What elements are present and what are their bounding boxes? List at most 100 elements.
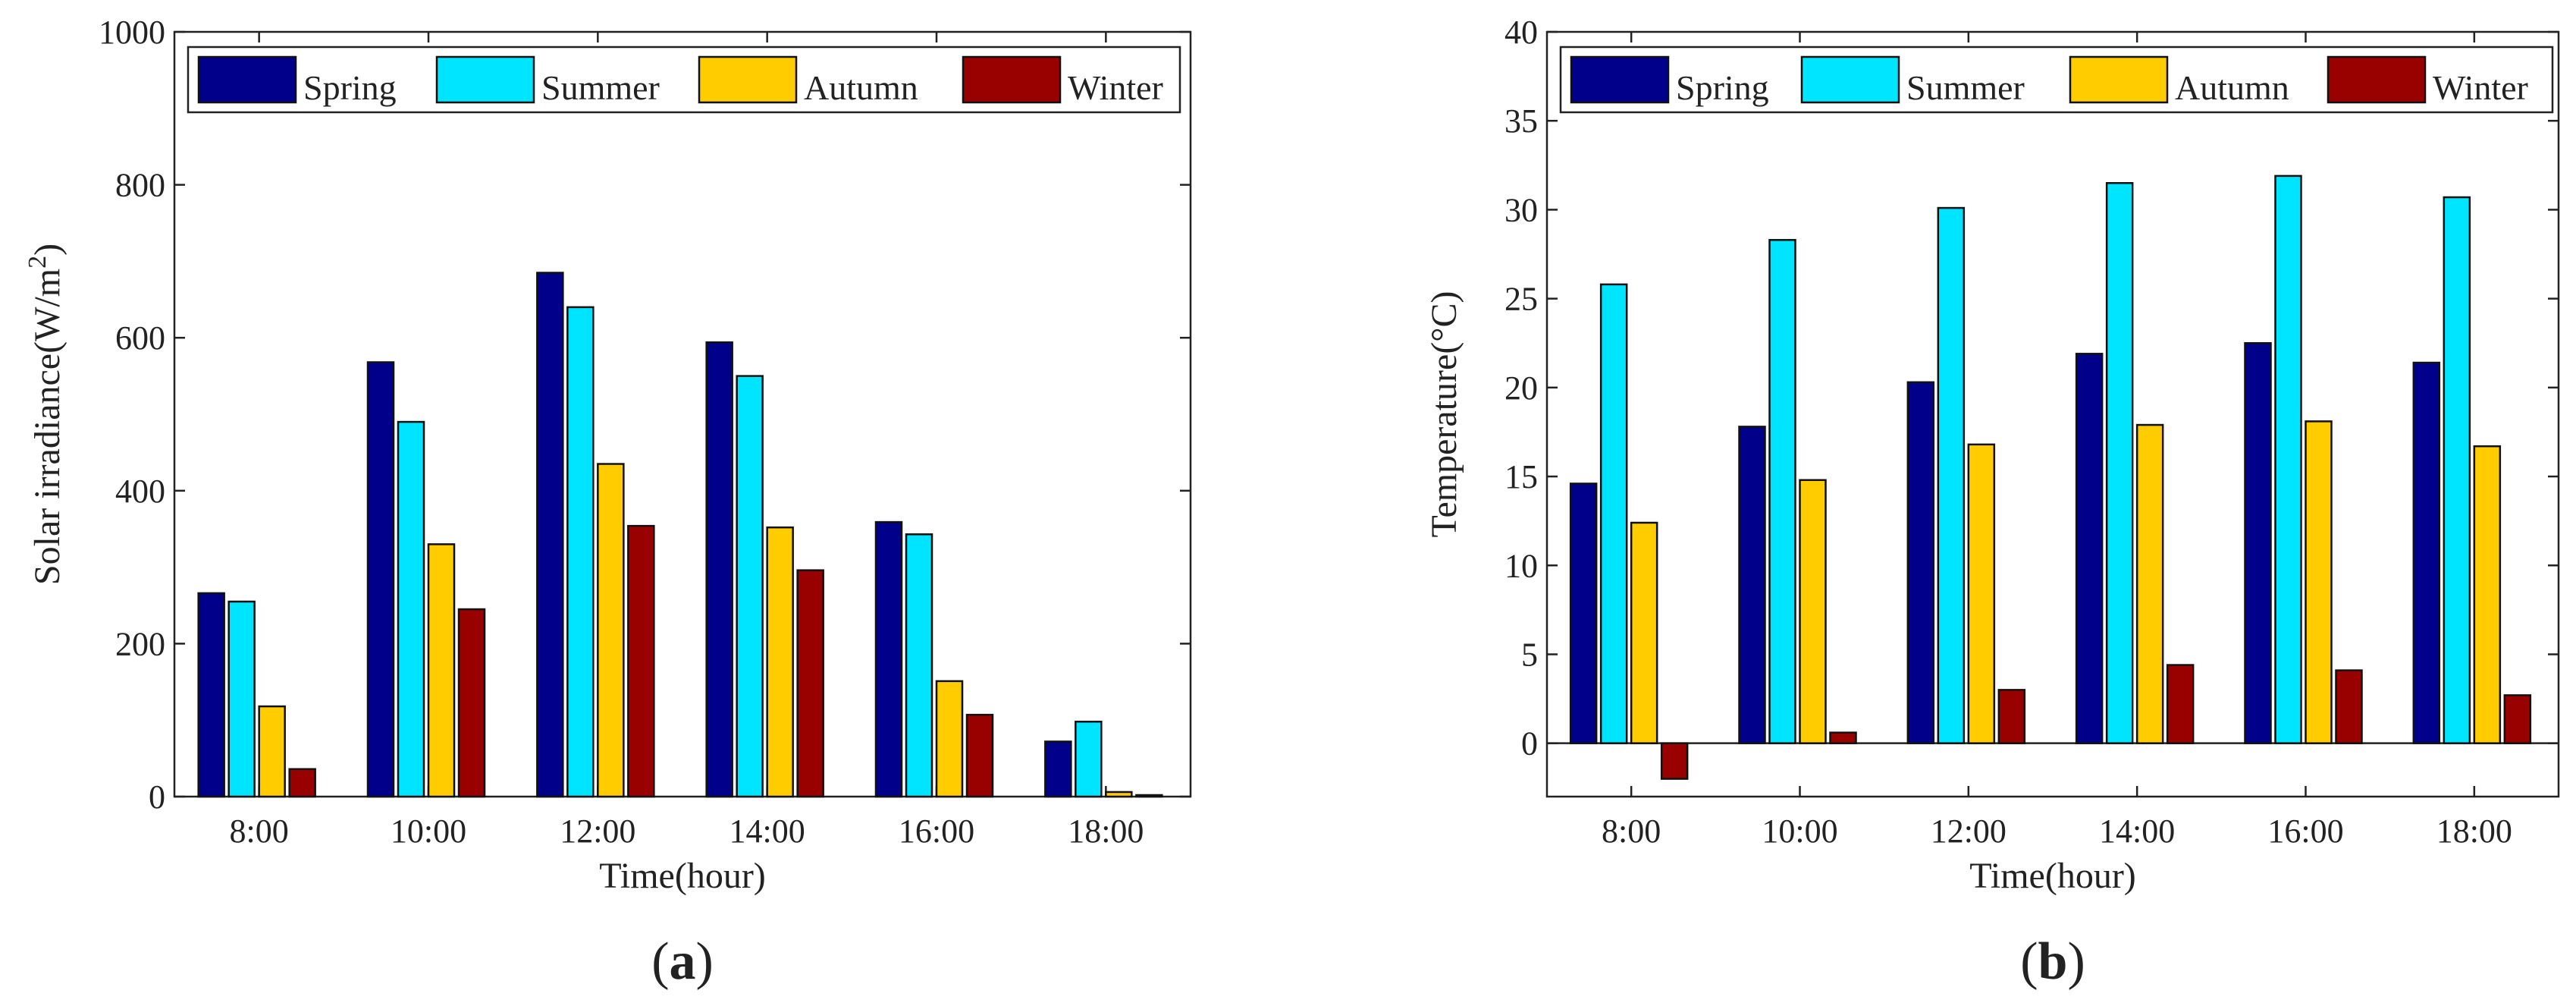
legend-swatch-summer [435, 55, 535, 104]
axes-frame [173, 30, 1192, 798]
x-tick-label: 10:00 [1762, 813, 1837, 850]
y-tick-label: 5 [1521, 636, 1538, 673]
bar-spring [2244, 341, 2272, 744]
y-tick-label: 800 [115, 167, 165, 204]
x-tick-label: 14:00 [2099, 813, 2175, 850]
y-tick-label: 20 [1504, 369, 1538, 407]
y-tick-label: 600 [115, 319, 165, 357]
solar-irradiance-chart: 0 200 400 600 800 1000 8:00 10:00 12:00 14:00 16:0… [24, 14, 1192, 991]
x-tick-label: 12:00 [1931, 813, 2007, 850]
chart-panel-a: 0 200 400 600 800 1000 8:00 10:00 12:00 14:00 16:0… [24, 14, 1192, 991]
x-tick-label: 14:00 [730, 813, 805, 850]
y-tick-label: 0 [1521, 725, 1538, 762]
bar-winter [2166, 664, 2195, 744]
y-axis-label-superscript: 2 [24, 256, 52, 269]
bar-winter [627, 524, 655, 798]
bar-spring [1569, 483, 1598, 744]
bar-autumn [2473, 445, 2502, 744]
bar-winter [1997, 689, 2026, 744]
bar-winter [2335, 669, 2363, 744]
bar-autumn [766, 526, 794, 798]
bar-winter [1829, 731, 1857, 744]
y-tick-label: 200 [115, 625, 165, 662]
x-tick-label: 8:00 [230, 813, 289, 850]
bar-winter [965, 713, 994, 798]
bar-summer [227, 600, 256, 798]
panel-label: (a) [651, 932, 714, 991]
legend-label-autumn: Autumn [2175, 68, 2289, 107]
bar-autumn [935, 680, 964, 798]
panel-label: (b) [2020, 932, 2085, 991]
bar-winter [2503, 694, 2532, 744]
bar-spring [1906, 381, 1935, 744]
bar-autumn [1105, 791, 1133, 798]
y-tick-label: 1000 [99, 14, 165, 51]
x-tick-label: 16:00 [899, 813, 974, 850]
bar-autumn [258, 705, 286, 798]
bar-summer [2274, 174, 2302, 744]
legend-label-spring: Spring [303, 68, 397, 107]
axes-frame [1545, 30, 2560, 798]
x-tick-label: 10:00 [391, 813, 466, 850]
legend-label-winter: Winter [1068, 68, 1163, 107]
y-axis-label-main: Solar irradiance(W/m [27, 269, 67, 585]
bar-winter [1660, 742, 1689, 780]
y-tick-label: 400 [115, 473, 165, 510]
bar-winter [288, 768, 316, 798]
bar-autumn [597, 463, 625, 798]
bar-spring [1738, 426, 1766, 744]
bar-autumn [1799, 479, 1827, 744]
bar-summer [1937, 206, 1966, 744]
legend-label-winter: Winter [2433, 68, 2528, 107]
legend-swatch-autumn [698, 55, 798, 104]
bar-spring [536, 272, 564, 798]
bar-summer [905, 533, 933, 798]
bar-summer [1599, 283, 1628, 744]
panel-label-letter: b [2038, 932, 2068, 991]
legend-swatch-spring [1570, 55, 1670, 104]
legend-label-autumn: Autumn [804, 68, 918, 107]
legend-swatch-autumn [2069, 55, 2169, 104]
bar-summer [2443, 196, 2471, 744]
panel-label-close: ) [696, 932, 714, 991]
bar-autumn [2135, 423, 2164, 744]
y-axis-label-end: ) [27, 244, 67, 256]
y-axis-label: Solar irradiance(W/m2) [24, 244, 67, 585]
legend-label-summer: Summer [541, 68, 660, 107]
temperature-chart: 0 5 10 15 20 25 30 35 40 8:00 10:00 12:00 14:00 16:00… [1424, 14, 2560, 991]
legend-swatch-winter [962, 55, 1062, 104]
legend-label-spring: Spring [1676, 68, 1769, 107]
y-tick-label: 0 [149, 778, 165, 816]
x-tick-label: 12:00 [560, 813, 635, 850]
x-tick-label: 8:00 [1602, 813, 1661, 850]
x-axis-label: Time(hour) [1969, 856, 2136, 896]
bar-spring [874, 520, 903, 798]
y-tick-label: 15 [1504, 458, 1538, 495]
bar-summer [1768, 239, 1796, 744]
bar-autumn [427, 543, 456, 798]
bar-spring [366, 361, 395, 798]
panel-label-open: ( [2020, 932, 2038, 991]
legend-label-summer: Summer [1906, 68, 2025, 107]
legend-swatch-winter [2327, 55, 2427, 104]
legend-swatch-spring [197, 55, 297, 104]
y-tick-label: 40 [1504, 14, 1538, 51]
x-tick-label: 18:00 [1068, 813, 1144, 850]
x-tick-label: 18:00 [2436, 813, 2512, 850]
bar-summer [736, 375, 764, 798]
bar-summer [566, 306, 595, 798]
bar-summer [1075, 720, 1103, 798]
y-tick-label: 35 [1504, 102, 1538, 140]
bar-autumn [1967, 443, 1996, 744]
panel-label-close: ) [2067, 932, 2085, 991]
x-tick-label: 16:00 [2267, 813, 2343, 850]
y-tick-label: 25 [1504, 281, 1538, 318]
bar-winter [457, 608, 486, 798]
bar-spring [705, 341, 733, 798]
y-tick-label: 30 [1504, 191, 1538, 228]
bar-autumn [1630, 521, 1658, 744]
bar-spring [2412, 361, 2441, 744]
bar-spring [2075, 353, 2104, 744]
y-tick-label: 10 [1504, 547, 1538, 584]
bar-spring [197, 592, 225, 798]
